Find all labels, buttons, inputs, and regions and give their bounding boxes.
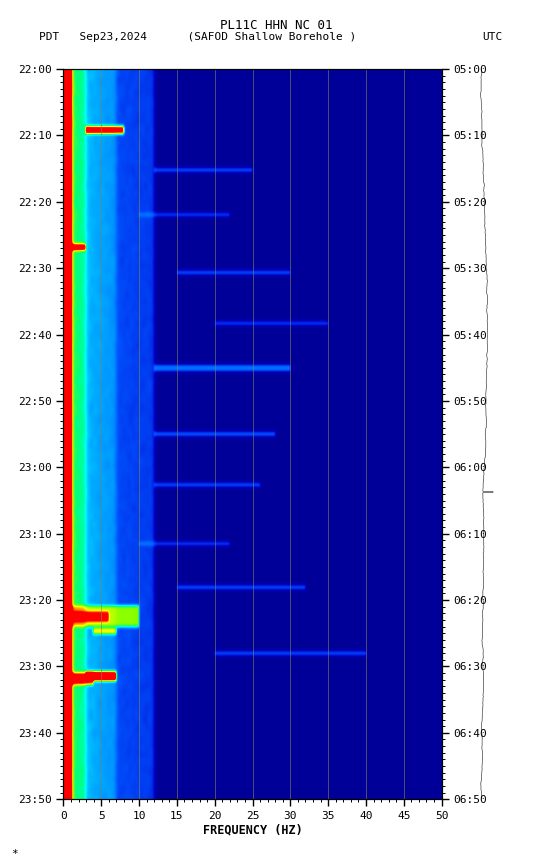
X-axis label: FREQUENCY (HZ): FREQUENCY (HZ) [203, 823, 302, 836]
Text: UTC: UTC [482, 32, 502, 42]
Text: PDT   Sep23,2024      (SAFOD Shallow Borehole ): PDT Sep23,2024 (SAFOD Shallow Borehole ) [39, 32, 356, 42]
Text: *: * [11, 849, 18, 859]
Text: PL11C HHN NC 01: PL11C HHN NC 01 [220, 19, 332, 32]
